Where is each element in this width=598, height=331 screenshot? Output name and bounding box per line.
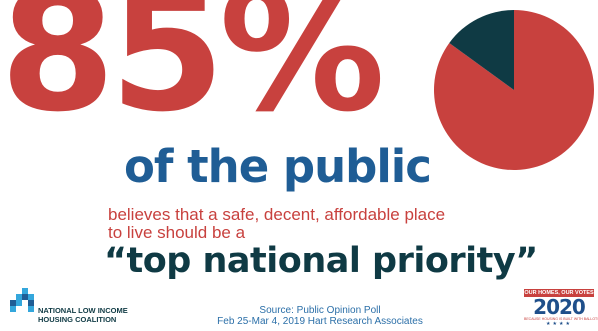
statement-line-1: believes that a safe, decent, affordable…: [108, 205, 446, 224]
headline-subject: of the public: [124, 140, 432, 193]
source-note: Source: Public Opinion Poll Feb 25-Mar 4…: [200, 305, 440, 327]
statement-line-2: to live should be a: [108, 223, 246, 242]
badge-banner: OUR HOMES, OUR VOTES: [524, 289, 594, 297]
campaign-badge: OUR HOMES, OUR VOTES 2020 BECAUSE HOUSIN…: [524, 289, 598, 329]
pie-slice-remainder: [449, 10, 514, 90]
house-blocks-icon: [10, 288, 34, 312]
headline-percentage: 85%: [0, 0, 385, 149]
badge-stars-icon: ★★★★: [546, 321, 572, 327]
source-line-2: Feb 25-Mar 4, 2019 Hart Research Associa…: [217, 316, 423, 327]
org-name-line-2: HOUSING COALITION: [38, 315, 117, 324]
org-name-line-1: NATIONAL LOW INCOME: [38, 306, 128, 315]
priority-quote: “top national priority”: [104, 241, 538, 281]
source-line-1: Source: Public Opinion Poll: [259, 305, 381, 316]
badge-tagline: BECAUSE HOUSING IS BUILT WITH BALLOTS: [524, 317, 598, 321]
pie-chart: [434, 10, 594, 170]
nlihc-logo: NATIONAL LOW INCOME HOUSING COALITION: [8, 288, 138, 328]
badge-year: 2020: [533, 295, 586, 319]
